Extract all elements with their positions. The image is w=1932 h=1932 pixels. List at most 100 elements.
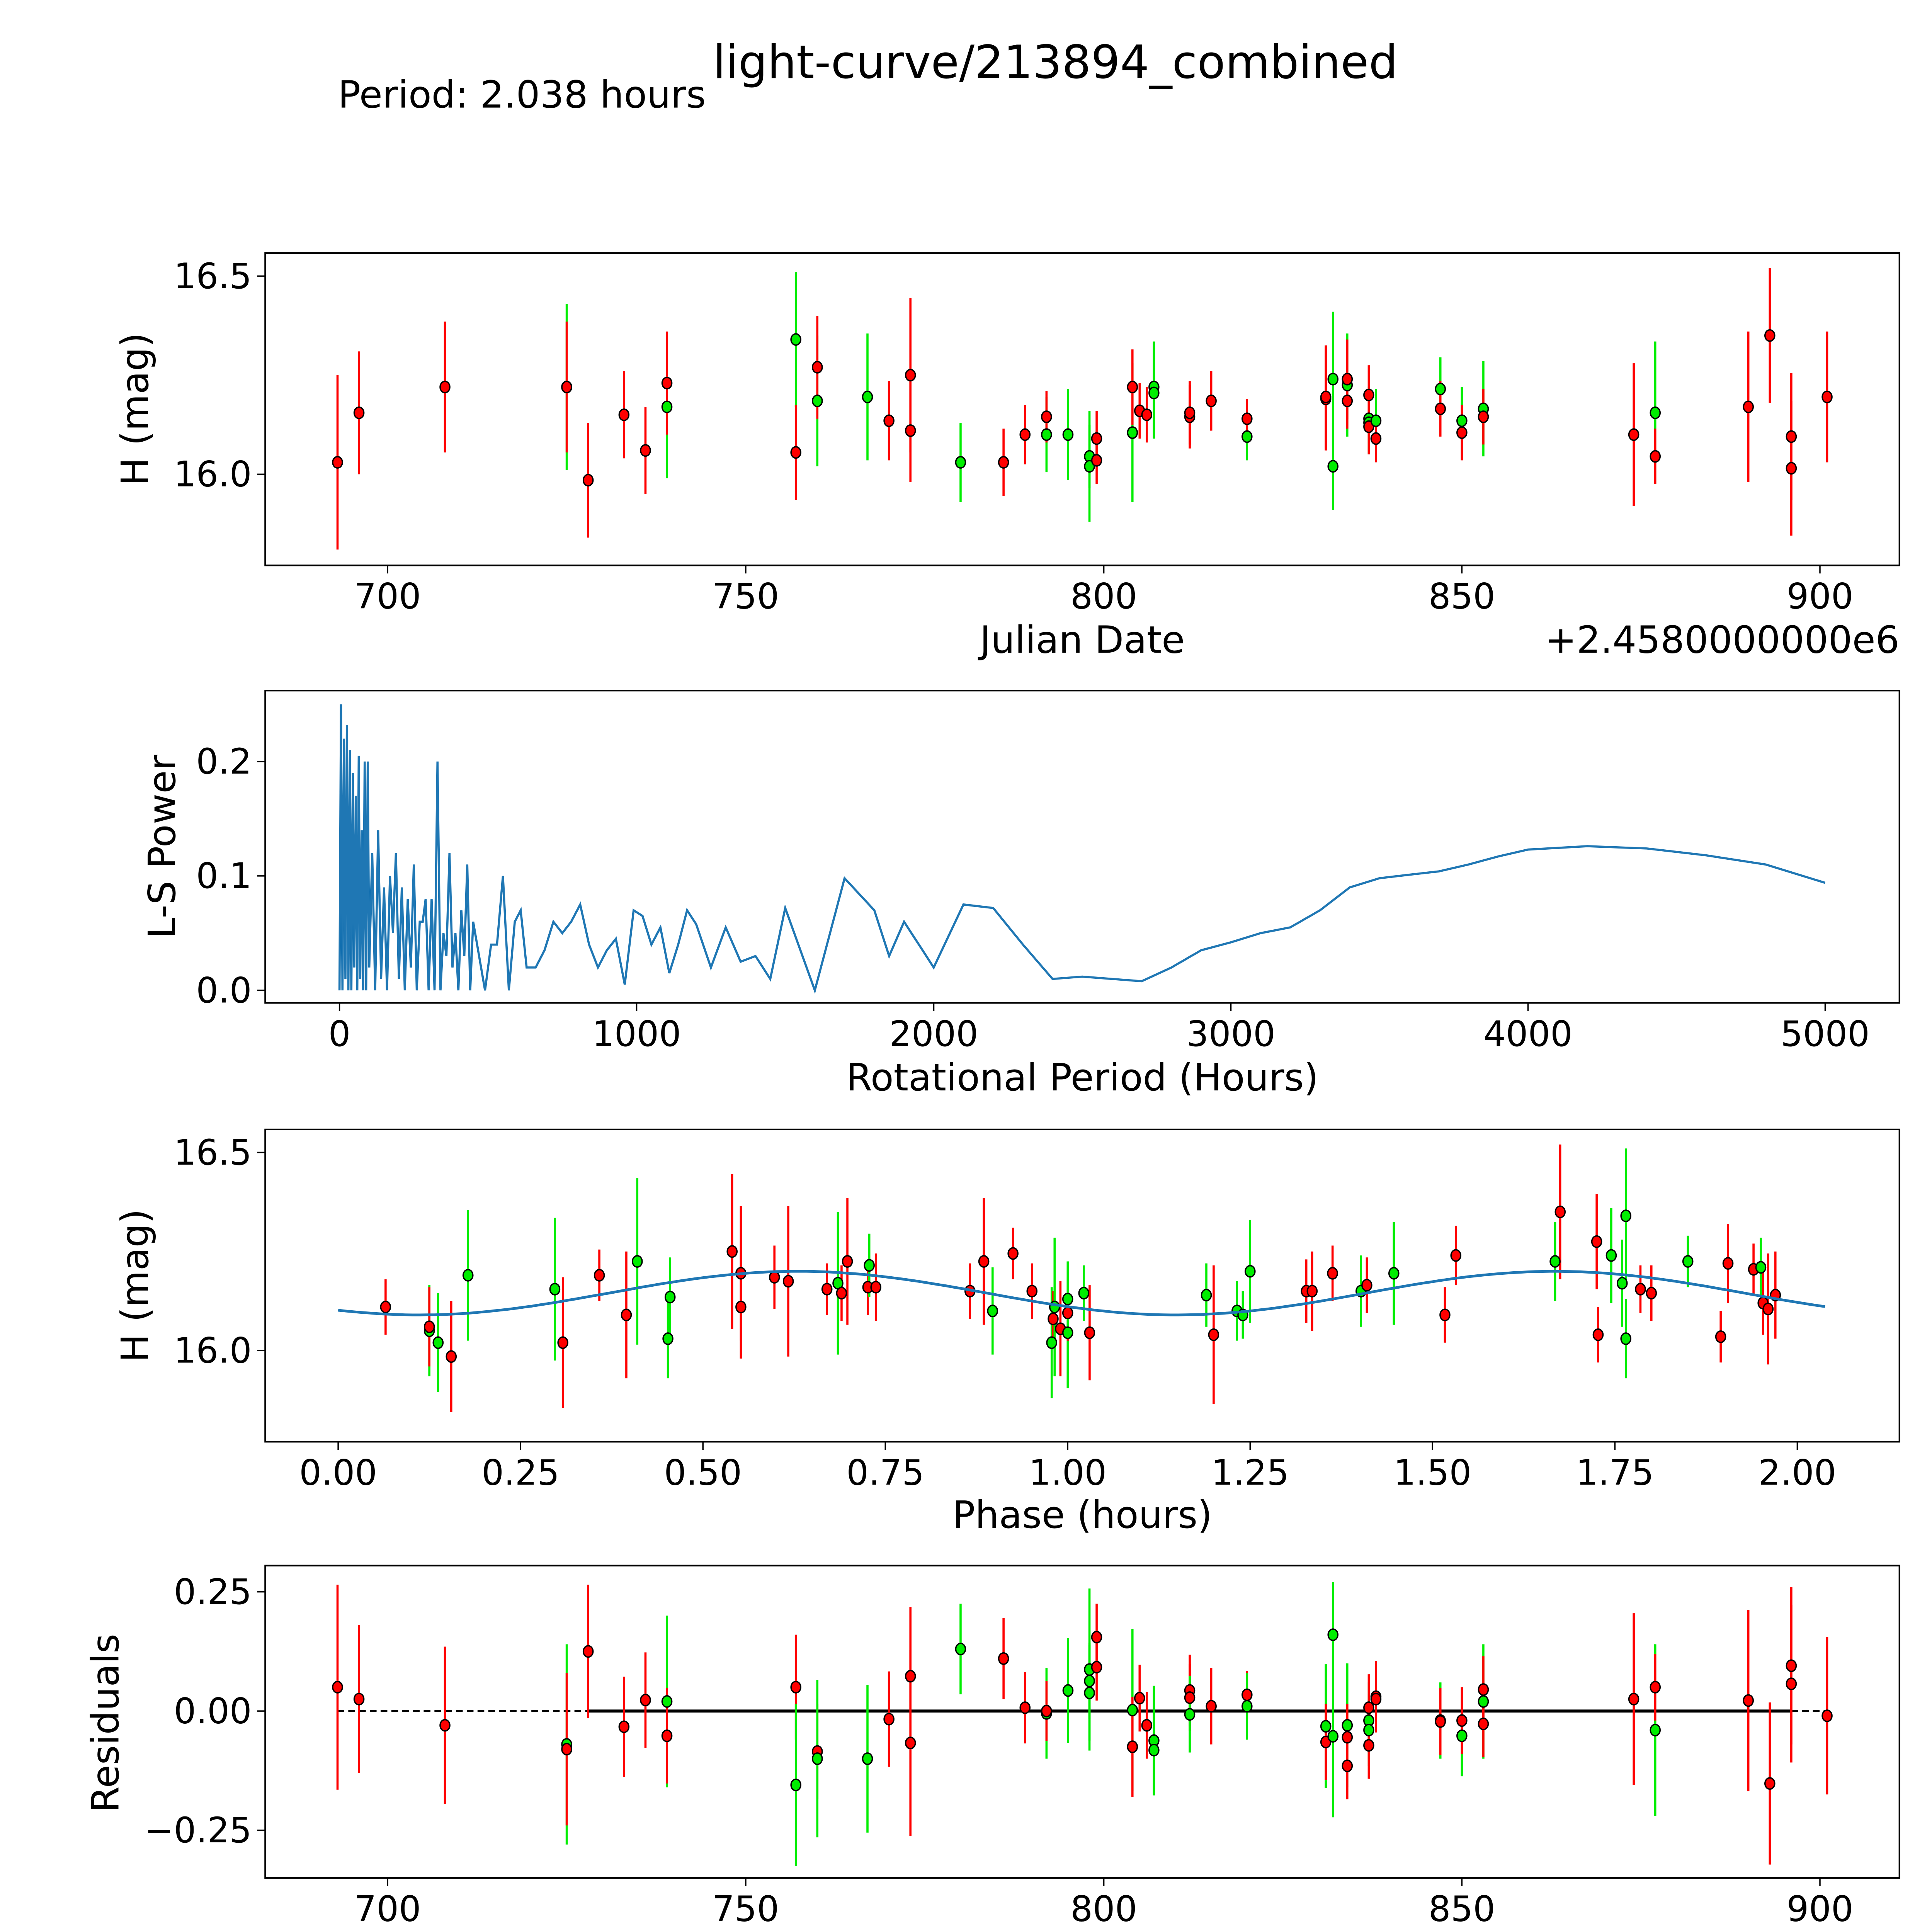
x-tick-label: 800: [1070, 577, 1137, 617]
data-point-red: [1743, 400, 1754, 413]
data-point-red: [998, 456, 1009, 469]
data-point-green: [1620, 1332, 1631, 1345]
x-tick-label: 900: [1787, 1889, 1854, 1929]
data-point-red: [1554, 1205, 1566, 1218]
data-point-green: [1242, 430, 1253, 443]
figure-title: light-curve/213894_combined: [713, 36, 1398, 89]
data-point-red: [1363, 1701, 1374, 1714]
data-point-red: [1435, 402, 1446, 415]
phased-ylabel: H (mag): [113, 1209, 157, 1362]
data-point-red: [1592, 1328, 1604, 1341]
data-point-red: [1722, 1257, 1734, 1270]
data-point-red: [1342, 395, 1353, 407]
data-point-red: [640, 444, 651, 457]
data-point-red: [446, 1350, 457, 1363]
data-point-green: [1342, 1719, 1353, 1732]
data-point-red: [353, 1692, 365, 1706]
data-point-red: [439, 381, 451, 394]
data-point-red: [1370, 432, 1382, 445]
data-point-green: [811, 395, 823, 407]
data-point-red: [1361, 1279, 1372, 1292]
data-point-red: [380, 1301, 391, 1313]
x-tick-label: 850: [1429, 1889, 1495, 1929]
data-point-red: [1184, 406, 1196, 419]
data-point-green: [1682, 1255, 1694, 1268]
data-point-green: [1062, 428, 1074, 441]
periodogram-ylabel: L-S Power: [140, 755, 184, 939]
data-point-red: [1062, 1306, 1073, 1320]
x-tick-label: 5000: [1781, 1014, 1870, 1054]
data-point-red: [1206, 395, 1217, 407]
data-point-red: [1762, 1303, 1774, 1315]
lightcurve-marks: [332, 268, 1833, 550]
data-point-green: [1549, 1255, 1561, 1268]
phased-xlabel: Phase (hours): [952, 1493, 1213, 1537]
data-point-red: [1591, 1235, 1602, 1248]
data-point-green: [862, 1752, 873, 1765]
data-point-green: [1201, 1289, 1212, 1302]
x-tick-label: 750: [712, 577, 779, 617]
data-point-red: [594, 1269, 605, 1282]
data-point-red: [621, 1308, 632, 1321]
data-point-red: [618, 1720, 630, 1733]
data-point-red: [1786, 462, 1797, 475]
data-point-red: [1363, 1739, 1374, 1752]
data-point-red: [332, 1681, 343, 1694]
y-tick-label: 0.00: [174, 1691, 252, 1731]
x-tick-label: 900: [1787, 577, 1854, 617]
data-point-red: [1363, 388, 1374, 401]
lightcurve-ylabel: H (mag): [113, 333, 157, 486]
data-point-red: [842, 1255, 853, 1268]
residuals-ylabel: Residuals: [84, 1634, 128, 1813]
data-point-green: [1242, 1700, 1253, 1713]
data-point-green: [1327, 372, 1339, 386]
data-point-green: [1062, 1326, 1073, 1339]
x-tick-label: 700: [354, 1889, 421, 1929]
x-tick-label: 0.25: [481, 1453, 560, 1493]
data-point-red: [1478, 410, 1489, 423]
residuals-axes-frame: [264, 1565, 1900, 1879]
y-tick-label: 0.0: [196, 970, 252, 1011]
x-tick-label: 0: [328, 1014, 351, 1054]
data-point-red: [582, 1645, 594, 1658]
data-point-green: [1046, 1336, 1058, 1349]
residuals-panel: 700 750 800 850 900 −0.25 0.00 0.25 Julian Date…: [84, 1565, 1900, 1932]
data-point-green: [1062, 1684, 1074, 1697]
data-point-green: [1478, 1695, 1489, 1708]
data-point-red: [978, 1255, 990, 1268]
periodogram-line: [338, 704, 1826, 994]
data-point-green: [811, 1752, 823, 1765]
data-point-green: [1327, 1628, 1339, 1641]
phased-panel: 0.00 0.25 0.50 0.75 1.00 1.25 1.50 1.75 2.00 16.0…: [113, 1128, 1900, 1537]
x-tick-label: 1.00: [1029, 1453, 1107, 1493]
data-point-red: [1091, 1631, 1102, 1644]
data-point-red: [1320, 390, 1332, 403]
phased-marks: [338, 1144, 1825, 1412]
x-tick-label: 850: [1429, 577, 1495, 617]
data-point-red: [1450, 1249, 1462, 1262]
residuals-x-offset: +2.4580000000e6: [1545, 1930, 1899, 1932]
data-point-red: [1306, 1285, 1318, 1298]
data-point-red: [439, 1719, 451, 1732]
data-point-red: [1084, 1326, 1095, 1339]
residuals-xlabel: Julian Date: [978, 1930, 1185, 1932]
data-point-red: [332, 456, 343, 469]
data-point-green: [1148, 386, 1160, 400]
data-point-red: [640, 1694, 651, 1707]
data-point-green: [661, 400, 673, 413]
lightcurve-x-offset: +2.4580000000e6: [1545, 618, 1899, 662]
lightcurve-panel: 700 750 800 850 900 16.0 16.5 Julian Date +2.4…: [113, 252, 1900, 662]
y-tick-label: −0.25: [145, 1810, 252, 1851]
data-point-red: [1091, 1661, 1102, 1673]
periodogram-ticks: 0 1000 2000 3000 4000 5000 0.0 0.1 0.2: [196, 742, 1869, 1054]
data-point-red: [1635, 1282, 1646, 1296]
data-point-green: [1078, 1287, 1090, 1299]
x-tick-label: 0.75: [846, 1453, 924, 1493]
data-point-green: [987, 1304, 998, 1318]
residuals-ticks: 700 750 800 850 900 −0.25 0.00 0.25: [145, 1572, 1854, 1930]
data-point-green: [1616, 1277, 1628, 1290]
data-point-red: [582, 474, 594, 487]
x-tick-label: 2000: [889, 1014, 978, 1054]
